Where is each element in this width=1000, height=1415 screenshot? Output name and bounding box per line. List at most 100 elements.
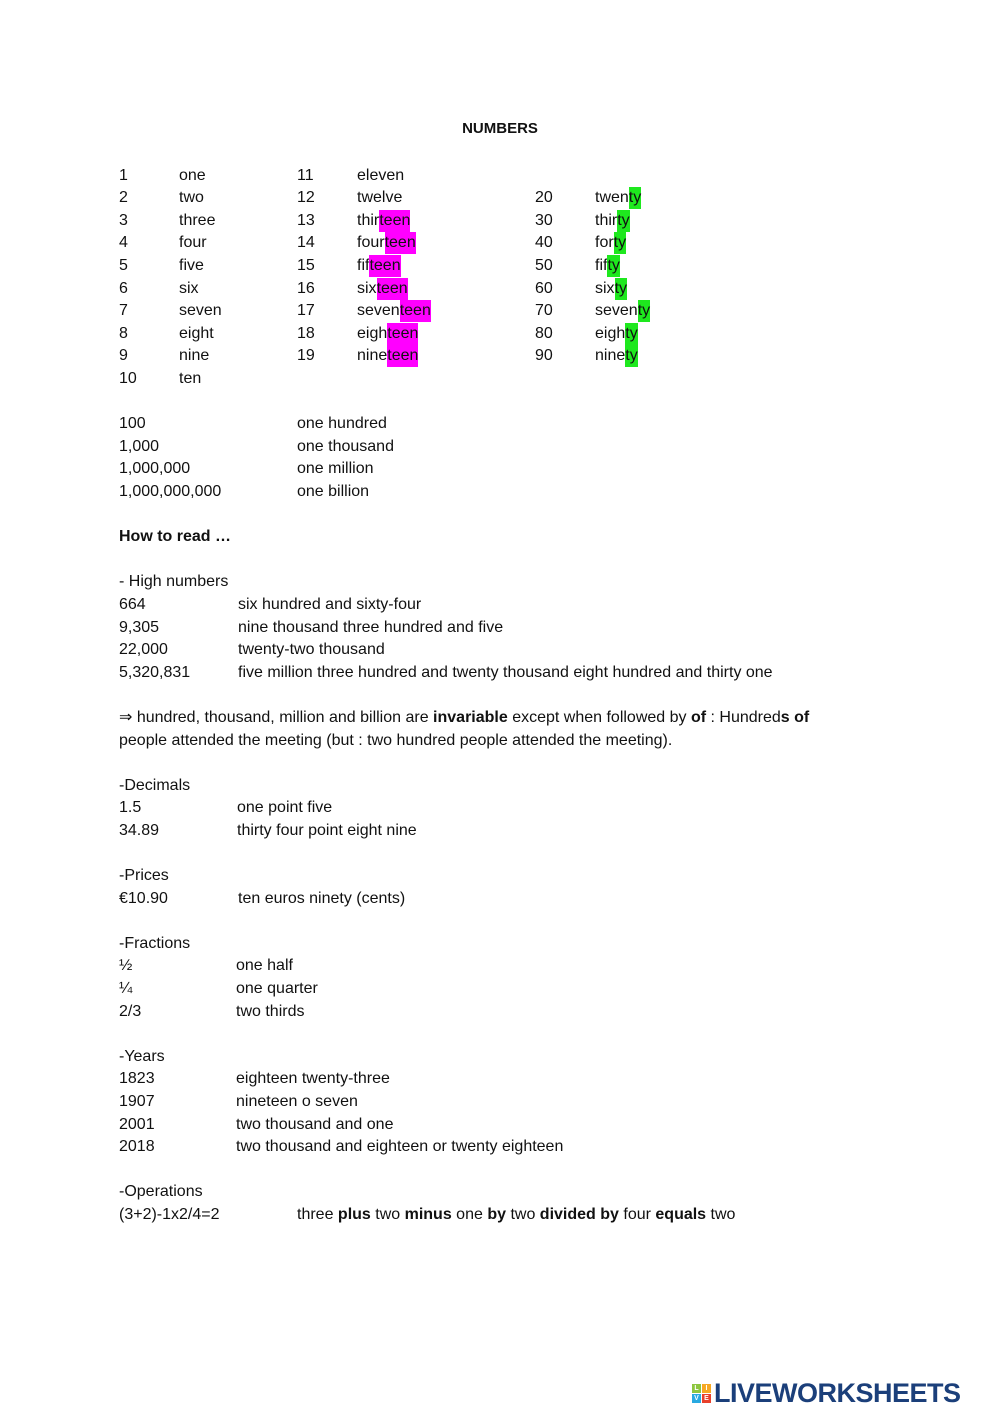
logo-tile: I [702, 1384, 711, 1393]
word-stem: nine [595, 347, 626, 365]
high-numbers-heading: - High numbers [119, 573, 229, 591]
note-segment: except when followed by [507, 708, 691, 726]
number-row: 2 two 12 twelve 20 twenty [119, 187, 919, 210]
number: 20 [535, 189, 553, 207]
number: 5,320,831 [119, 663, 191, 681]
word-suffix-highlight: ty [637, 300, 651, 323]
high-numbers-row: 664 six hundred and sixty-four [119, 594, 919, 617]
number: ½ [119, 957, 133, 975]
decimals-heading: -Decimals [119, 776, 191, 794]
number-reading: two thousand and eighteen or twenty eigh… [236, 1138, 564, 1156]
word-suffix-highlight: ty [625, 322, 638, 345]
number: ¼ [119, 980, 133, 998]
number: 15 [297, 257, 315, 275]
word-stem: eigh [357, 324, 388, 342]
word-stem: seven [595, 302, 638, 320]
word-suffix-highlight: teen [387, 345, 419, 368]
number: 14 [297, 234, 315, 252]
number-word: seventy [595, 300, 651, 323]
note-segment: people attended the meeting (but : two h… [119, 731, 673, 749]
number-word: thirty [595, 209, 630, 233]
number: 80 [535, 324, 553, 342]
number-row: 3 three 13 thirteen 30 thirty [119, 209, 919, 233]
number-reading: five million three hundred and twenty th… [238, 663, 773, 681]
logo-text: LIVEWORKSHEETS [714, 1378, 961, 1408]
number-word: one hundred [297, 415, 387, 433]
operation-segment: one [451, 1206, 488, 1223]
number-word: three [179, 211, 216, 229]
note-segment: invariable [433, 708, 508, 726]
number: 60 [535, 279, 553, 297]
years-row: 1823 eighteen twenty-three [119, 1068, 919, 1091]
number-word: twenty [595, 187, 642, 210]
blank-line [119, 1159, 919, 1182]
section-heading: -Operations [119, 1181, 919, 1204]
number: 22,000 [119, 641, 168, 659]
number-reading: nineteen o seven [236, 1093, 358, 1111]
word-stem: for [595, 234, 614, 252]
number-word: nine [179, 347, 210, 365]
number-word: sixty [595, 277, 628, 301]
operation-segment: by [487, 1206, 506, 1223]
number-reading: ten euros ninety (cents) [238, 889, 406, 907]
number: 30 [535, 211, 553, 229]
number: 50 [535, 257, 553, 275]
word-suffix-highlight: ty [614, 277, 628, 300]
word-suffix-highlight: ty [625, 345, 638, 368]
number-word: twelve [357, 187, 402, 210]
word-suffix-highlight: teen [384, 232, 416, 255]
operation-segment: two [370, 1206, 405, 1223]
fractions-heading: -Fractions [119, 934, 191, 952]
operations-row: (3+2)-1x2/4=2 three plus two minus one by… [119, 1204, 919, 1227]
number-word: ninety [595, 345, 638, 368]
number: 6 [119, 279, 128, 297]
word-stem: twen [595, 189, 629, 207]
number-word: nineteen [357, 345, 419, 368]
section-heading: -Fractions [119, 933, 919, 956]
number: 9,305 [119, 618, 160, 636]
number-word: fourteen [357, 232, 416, 255]
number: 17 [297, 302, 315, 320]
prices-row: €10.90 ten euros ninety (cents) [119, 888, 919, 911]
operations-heading: -Operations [119, 1183, 203, 1201]
fractions-row: ¼ one quarter [119, 978, 919, 1001]
word-stem: nine [357, 347, 388, 365]
number-row: 8 eight 18 eighteen 80 eighty [119, 322, 919, 346]
operation-segment: plus [337, 1206, 371, 1223]
operation-segment: divided by [539, 1206, 619, 1223]
worksheet-content: 1 one 11 eleven 2 two 12 twelve 20 twenty 3 three 13… [119, 165, 919, 1227]
number-row: 6 six 16 sixteen 60 sixty [119, 277, 919, 301]
number-word: two [179, 189, 204, 207]
number-reading: eighteen twenty-three [236, 1070, 390, 1088]
number: 1,000,000,000 [119, 483, 222, 500]
number-word: one billion [297, 483, 370, 500]
how-to-read-heading: How to read … [119, 528, 232, 546]
number-reading: two thirds [236, 1002, 305, 1020]
word-stem: thir [595, 211, 618, 229]
word-suffix-highlight: teen [379, 209, 411, 232]
number: 1,000,000 [119, 460, 191, 478]
note-line: ⇒ hundred, thousand, million and billion… [119, 707, 919, 730]
fractions-row: 2/3 two thirds [119, 1001, 919, 1024]
word-stem: eleven [357, 166, 405, 184]
word-stem: six [357, 279, 377, 297]
number: 18 [297, 324, 315, 342]
number-reading: two thousand and one [236, 1115, 394, 1133]
number: 70 [535, 302, 553, 320]
number-word: four [179, 234, 207, 252]
blank-line [119, 549, 919, 572]
number-row: 10 ten [119, 368, 919, 391]
number-word: eight [179, 324, 214, 342]
number-reading: thirty four point eight nine [237, 821, 417, 839]
blank-line [119, 391, 919, 414]
number-word: sixteen [357, 277, 408, 301]
number: 90 [535, 347, 553, 365]
word-suffix-highlight: teen [369, 255, 401, 278]
note-segment: of [690, 708, 707, 726]
number-reading: one quarter [236, 980, 318, 998]
number-reading: one point five [237, 799, 333, 817]
blank-line [119, 843, 919, 866]
number-word: eighteen [357, 322, 419, 346]
number: 1907 [119, 1093, 155, 1111]
blank-line [119, 504, 919, 527]
